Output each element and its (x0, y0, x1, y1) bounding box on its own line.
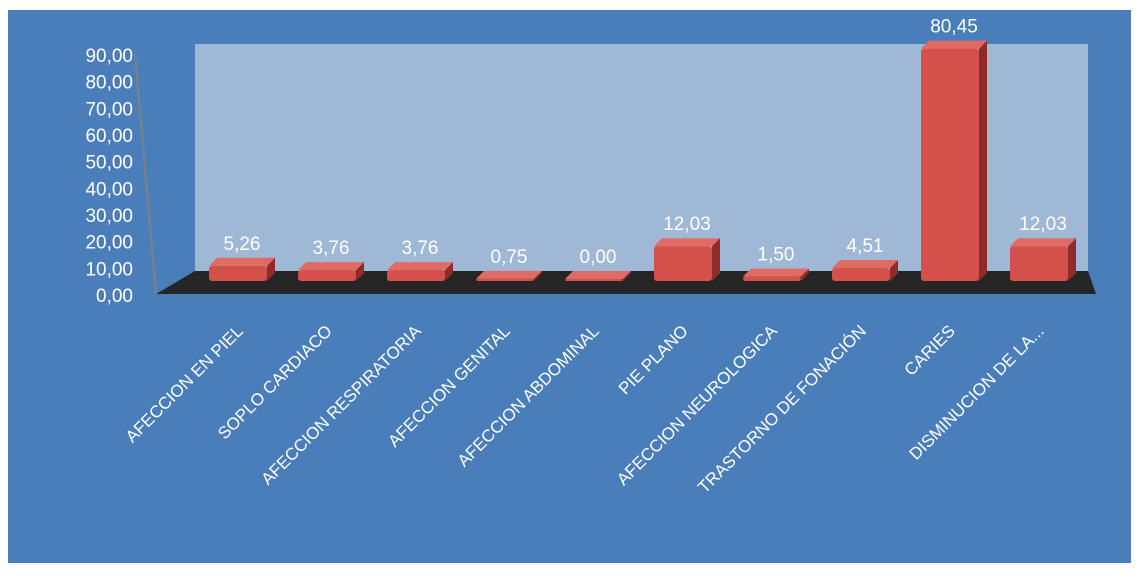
bar (209, 257, 275, 281)
bar (921, 40, 987, 281)
bar-side (534, 270, 542, 281)
y-axis-ticks: 0,00 10,00 20,00 30,00 40,00 50,00 60,00 70,00 8… (85, 46, 133, 307)
bar-side (712, 238, 720, 281)
y-tick-label: 70,00 (85, 99, 133, 120)
bar-front (832, 267, 890, 281)
bar (565, 271, 631, 281)
bar-value-label: 3,76 (313, 238, 350, 259)
bar-top (476, 270, 542, 279)
y-tick-label: 90,00 (85, 46, 133, 67)
bar-top (298, 262, 364, 271)
bar-top (209, 257, 275, 266)
bar-chart-3d: 0,00 10,00 20,00 30,00 40,00 50,00 60,00 70,00 8… (8, 10, 1131, 563)
bar-top (832, 259, 898, 268)
bar (476, 270, 542, 281)
bar-value-label: 3,76 (402, 238, 439, 259)
bar-side (356, 262, 364, 281)
bar-value-label: 12,03 (663, 214, 711, 235)
y-tick-label: 10,00 (85, 259, 133, 280)
bar-value-label: 0,00 (580, 247, 617, 268)
bar-front (209, 265, 267, 281)
bar (743, 268, 809, 281)
bar-front (565, 279, 623, 281)
bar (1010, 238, 1076, 281)
y-tick-label: 40,00 (85, 179, 133, 200)
chart-back-wall (195, 44, 1088, 271)
y-tick-label: 50,00 (85, 153, 133, 174)
bar-front (387, 270, 445, 281)
bar-side (979, 40, 987, 281)
bar-top (1010, 238, 1076, 247)
bar-front (743, 276, 801, 281)
bar-top (921, 40, 987, 49)
bar-value-label: 80,45 (930, 17, 978, 38)
bar-side (623, 271, 631, 281)
bar-front (298, 270, 356, 281)
y-tick-label: 0,00 (96, 286, 133, 307)
bar (298, 262, 364, 281)
bar-series: 5,26 3,76 3,76 0,75 0,00 12,03 1,50 4,51 80,45 12… (209, 17, 1076, 281)
y-tick-label: 30,00 (85, 206, 133, 227)
bar-side (267, 257, 275, 281)
bar-side (1068, 238, 1076, 281)
bar-value-label: 0,75 (491, 247, 528, 268)
bar-value-label: 4,51 (847, 236, 884, 257)
bar-side (801, 268, 809, 281)
bar-value-label: 1,50 (758, 245, 795, 266)
bar-value-label: 5,26 (224, 234, 261, 255)
chart-panel: 0,00 10,00 20,00 30,00 40,00 50,00 60,00 70,00 8… (8, 10, 1131, 563)
bar-top (654, 238, 720, 247)
y-axis-line (134, 53, 157, 295)
bar (387, 262, 453, 281)
bar-side (890, 259, 898, 281)
bar-front (1010, 246, 1068, 281)
bar-top (387, 262, 453, 271)
y-tick-label: 20,00 (85, 233, 133, 254)
bar-side (445, 262, 453, 281)
bar-front (654, 246, 712, 281)
y-tick-label: 80,00 (85, 73, 133, 94)
y-tick-label: 60,00 (85, 126, 133, 147)
bar (654, 238, 720, 281)
bar (832, 259, 898, 281)
bar-front (476, 278, 534, 281)
bar-top (565, 271, 631, 279)
bar-top (743, 268, 809, 277)
bar-front (921, 48, 979, 281)
bar-value-label: 12,03 (1019, 214, 1067, 235)
